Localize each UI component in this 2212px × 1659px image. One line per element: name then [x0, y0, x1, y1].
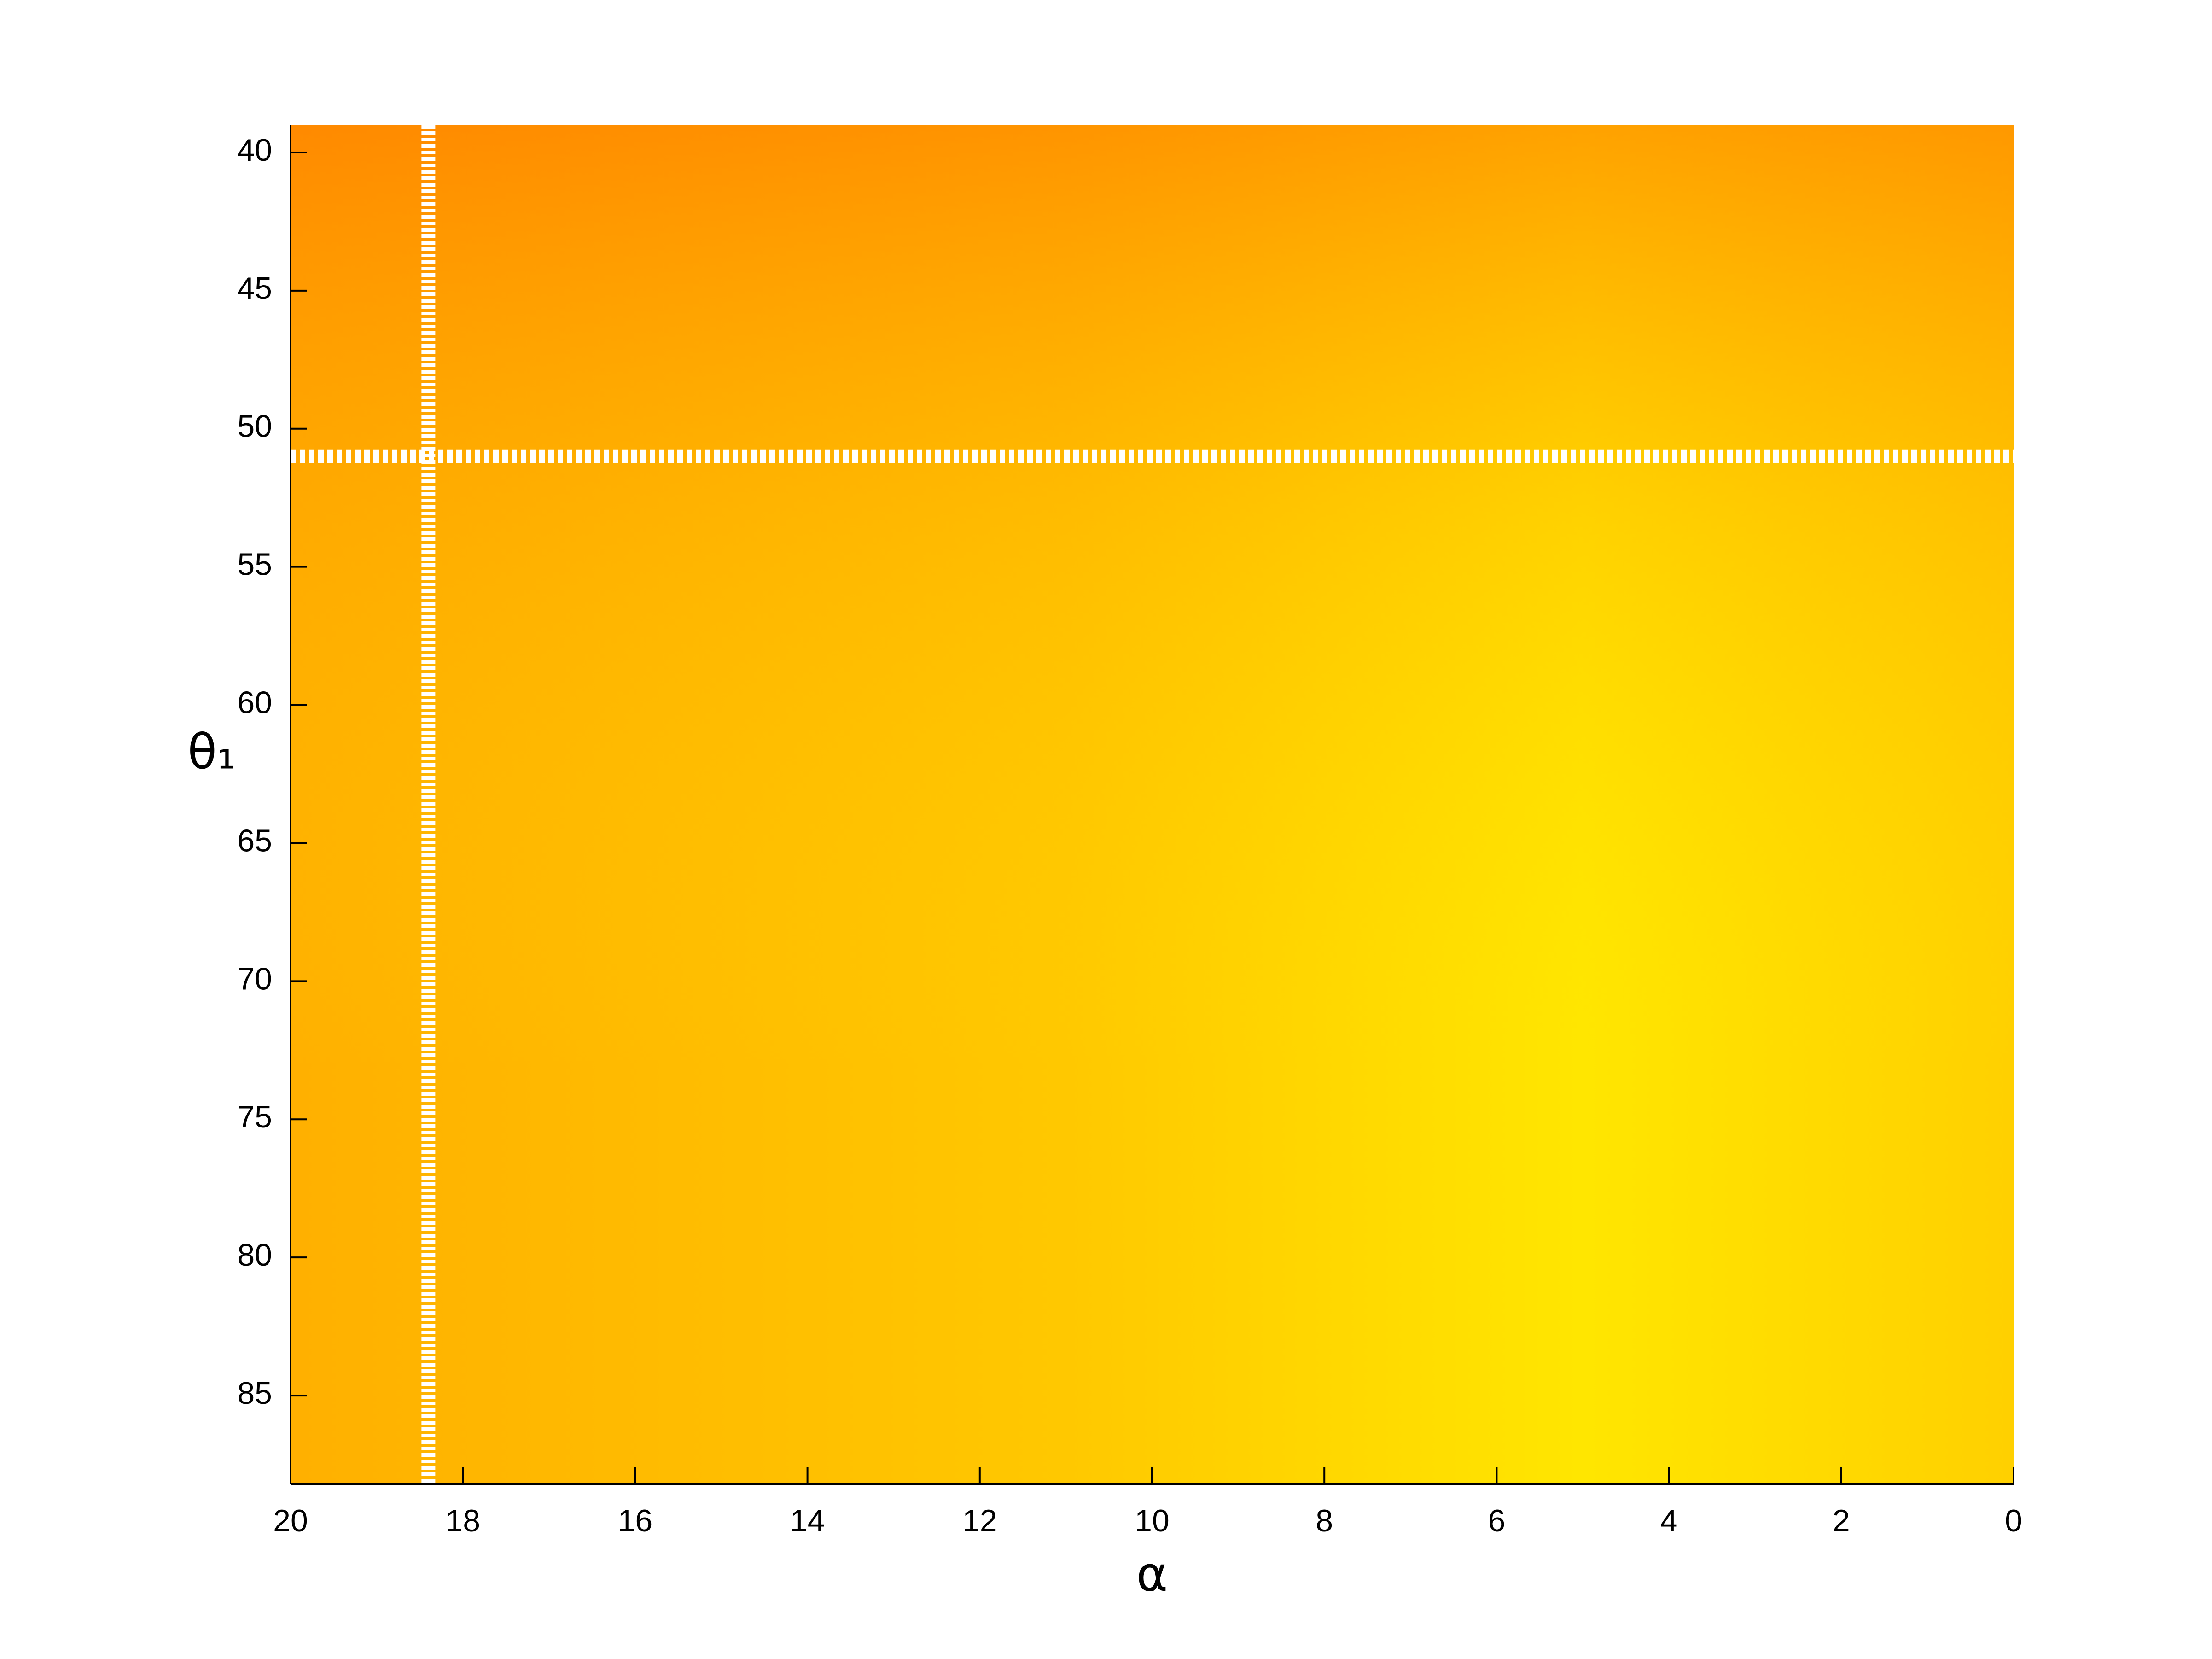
x-tick-label: 20: [273, 1503, 308, 1538]
x-tick-label: 8: [1316, 1503, 1333, 1538]
y-tick-label: 60: [237, 685, 272, 720]
x-tick-label: 18: [445, 1503, 480, 1538]
x-tick-label: 16: [618, 1503, 653, 1538]
y-tick-label: 40: [237, 133, 272, 168]
x-axis-label: α: [1136, 1546, 1168, 1602]
x-tick-label: 12: [962, 1503, 997, 1538]
x-tick-label: 6: [1488, 1503, 1505, 1538]
y-tick-label: 80: [237, 1238, 272, 1273]
y-tick-label: 70: [237, 961, 272, 996]
y-tick-label: 45: [237, 271, 272, 306]
y-tick-label: 55: [237, 547, 272, 582]
x-tick-label: 2: [1833, 1503, 1850, 1538]
y-tick-label: 75: [237, 1099, 272, 1134]
x-tick-label: 14: [790, 1503, 825, 1538]
y-axis-label: θ₁: [187, 724, 236, 780]
y-tick-label: 65: [237, 823, 272, 858]
heatmap-shade: [291, 125, 2014, 1484]
y-tick-label: 50: [237, 409, 272, 444]
x-tick-label: 4: [1660, 1503, 1678, 1538]
x-tick-label: 0: [2005, 1503, 2022, 1538]
x-tick-label: 10: [1135, 1503, 1170, 1538]
y-tick-label: 85: [237, 1376, 272, 1411]
